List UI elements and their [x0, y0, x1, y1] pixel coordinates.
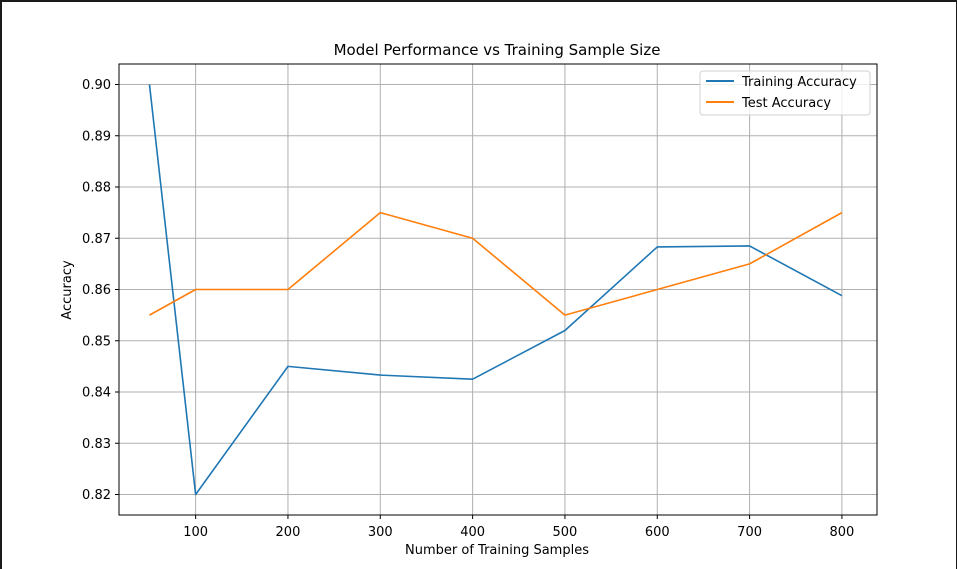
y-tick-label: 0.87	[82, 232, 111, 247]
y-tick-label: 0.86	[82, 283, 111, 298]
x-axis-label: Number of Training Samples	[405, 543, 589, 558]
x-tick-label: 400	[460, 525, 485, 540]
x-tick-label: 800	[830, 525, 855, 540]
y-tick-label: 0.85	[82, 334, 111, 349]
x-tick-label: 500	[553, 525, 578, 540]
legend-label-test-accuracy: Test Accuracy	[741, 96, 831, 111]
series-line-training-accuracy	[148, 84, 843, 496]
x-tick-label: 300	[368, 525, 393, 540]
series-line-test-accuracy	[149, 211, 843, 316]
x-tick-label: 200	[276, 525, 301, 540]
y-tick-label: 0.89	[82, 129, 111, 144]
legend-label-training-accuracy: Training Accuracy	[741, 75, 857, 90]
grid	[119, 64, 877, 515]
y-axis-label: Accuracy	[60, 260, 75, 320]
x-tick-label: 100	[183, 525, 208, 540]
y-tick-label: 0.82	[82, 488, 111, 503]
y-tick-label: 0.83	[82, 437, 111, 452]
chart-title: Model Performance vs Training Sample Siz…	[334, 41, 661, 59]
axis-ticks: 100 200 300 400 500 600 700 800 0.82 0.83 0.84 0.85…	[82, 78, 854, 540]
x-tick-label: 600	[645, 525, 670, 540]
legend-box	[699, 70, 871, 116]
y-tick-label: 0.84	[82, 386, 111, 401]
y-tick-label: 0.88	[82, 181, 111, 196]
y-tick-label: 0.90	[82, 78, 111, 93]
series-lines	[148, 84, 843, 496]
legend: Training Accuracy Test Accuracy	[699, 70, 871, 116]
x-tick-label: 700	[737, 525, 762, 540]
